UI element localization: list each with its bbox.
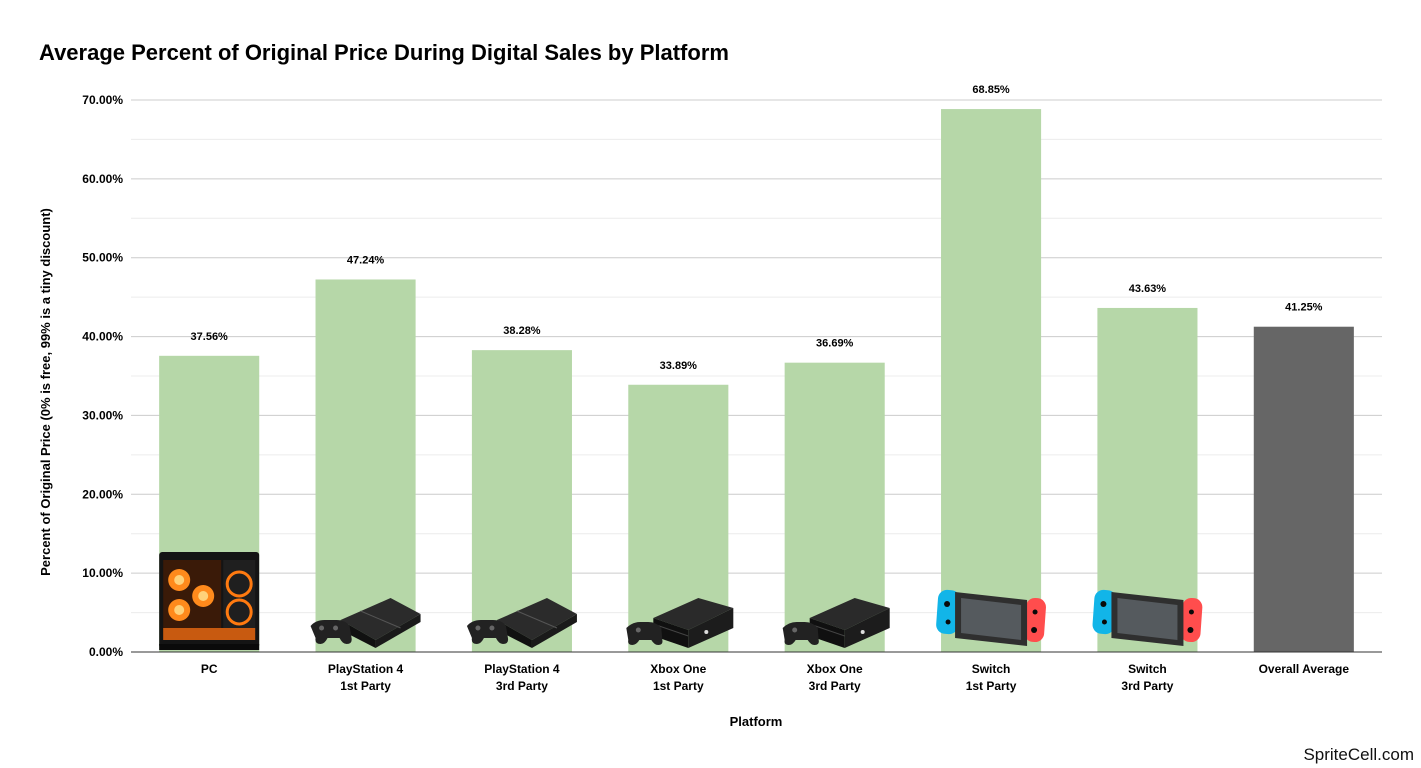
y-tick-label: 60.00% [82,172,123,186]
x-tick-label: PlayStation 4 3rd Party [484,662,560,693]
data-label: 36.69% [816,338,854,350]
bar [471,350,572,652]
x-tick-label: PC [201,662,218,676]
x-tick-label: Switch 1st Party [966,662,1017,693]
x-tick-label: Xbox One 1st Party [650,662,706,693]
switch-console-icon [1092,589,1203,646]
platform-icons [159,552,1203,650]
y-tick-label: 50.00% [82,251,123,265]
xbox-one-console-icon [626,598,734,648]
y-axis-title: Percent of Original Price (0% is free, 9… [38,208,53,576]
data-label: 33.89% [660,360,698,372]
y-tick-label: 10.00% [82,566,123,580]
bar [315,279,416,652]
data-label: 68.85% [972,84,1010,96]
bars [159,109,1354,652]
ps4-console-icon [466,598,577,648]
data-labels: 37.56% 47.24% 38.28% 33.89% 36.69% 68.85% 43.6… [191,84,1323,372]
data-label: 47.24% [347,254,385,266]
pc-case-icon [159,552,260,650]
y-tick-label: 0.00% [89,645,123,659]
ps4-console-icon [310,598,421,648]
bar [941,109,1042,652]
data-label: 41.25% [1285,302,1323,314]
data-label: 37.56% [191,331,229,343]
x-tick-label: Overall Average [1259,662,1350,676]
switch-console-icon [936,589,1046,646]
watermark: SpriteCell.com [1303,745,1414,764]
x-axis-title: Platform [730,714,783,729]
y-axis-ticks: 0.00% 10.00% 20.00% 30.00% 40.00% 50.00% 60.00… [82,93,123,659]
x-axis-ticks: PC PlayStation 4 1st Party PlayStation 4 3rd… [201,662,1350,693]
y-tick-label: 40.00% [82,330,123,344]
chart-title: Average Percent of Original Price During… [39,40,729,65]
x-tick-label: Xbox One 3rd Party [807,662,863,693]
bar [1253,326,1354,652]
y-tick-label: 30.00% [82,408,123,422]
xbox-one-console-icon [782,598,890,648]
data-label: 43.63% [1129,283,1167,295]
x-tick-label: PlayStation 4 1st Party [328,662,404,693]
y-tick-label: 70.00% [82,93,123,107]
y-tick-label: 20.00% [82,487,123,501]
x-tick-label: Switch 3rd Party [1121,662,1173,693]
data-label: 38.28% [503,325,541,337]
